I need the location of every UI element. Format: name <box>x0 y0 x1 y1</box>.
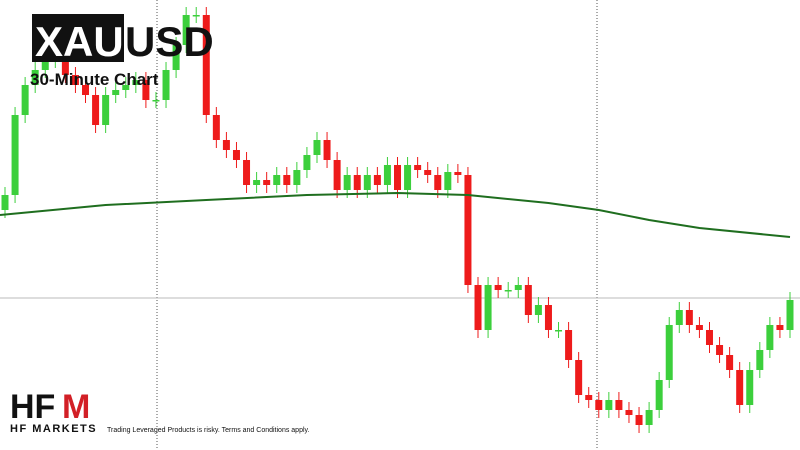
candle-body <box>756 350 764 370</box>
candle-body <box>705 330 713 345</box>
candle-body <box>243 160 251 185</box>
candle-body <box>766 325 774 350</box>
candle-body <box>192 15 200 17</box>
candle-body <box>323 140 331 160</box>
candle-body <box>142 80 150 100</box>
candle-body <box>635 415 643 425</box>
candle-body <box>112 90 120 95</box>
candle-body <box>484 285 492 330</box>
candle-body <box>293 170 301 185</box>
candle-body <box>394 165 401 190</box>
subtitle: 30-Minute Chart <box>30 70 159 89</box>
candle-body <box>444 172 452 190</box>
candle-body <box>212 115 220 140</box>
candle-body <box>1 195 9 210</box>
candle-body <box>434 175 442 190</box>
candle-body <box>343 175 351 190</box>
title-quote: USD <box>125 18 214 65</box>
logo-hf: HF <box>10 388 55 426</box>
disclaimer: Trading Leveraged Products is risky. Ter… <box>107 427 310 434</box>
candle-body <box>726 355 734 370</box>
candle-body <box>605 400 613 410</box>
candle-body <box>555 330 563 332</box>
candle-body <box>92 95 100 125</box>
candle-body <box>182 15 190 45</box>
candle-body <box>615 400 623 410</box>
candle-body <box>102 95 110 125</box>
candle-body <box>333 160 341 190</box>
candle-body <box>494 285 502 290</box>
candle-body <box>716 345 724 355</box>
candle-body <box>786 300 794 330</box>
candle-body <box>152 100 160 102</box>
candle-body <box>625 410 633 415</box>
candle-body <box>504 290 512 292</box>
moving-average <box>0 191 791 238</box>
candle-body <box>71 75 79 85</box>
brand-name: HF MARKETS <box>10 423 97 435</box>
candle-body <box>424 170 432 175</box>
candle-body <box>263 180 271 185</box>
title-box <box>32 14 124 62</box>
candle-body <box>685 310 693 325</box>
candle-body <box>464 175 472 285</box>
candle-body <box>363 175 371 190</box>
candle-body <box>31 70 39 85</box>
candle-body <box>313 140 321 155</box>
candle-body <box>373 175 381 185</box>
candle-body <box>534 305 542 315</box>
title-base: XAU <box>35 18 124 65</box>
candle-body <box>21 85 29 115</box>
candle-body <box>565 330 573 360</box>
candle-body <box>746 370 754 405</box>
candle-body <box>122 85 130 90</box>
candle-body <box>82 85 90 95</box>
candle-body <box>585 395 593 400</box>
candle-body <box>253 180 261 185</box>
candle-body <box>655 380 663 410</box>
candle-body <box>776 325 784 330</box>
candle-body <box>172 45 180 70</box>
logo-m: M <box>62 388 90 426</box>
candle-body <box>404 165 412 190</box>
candle-body <box>575 360 583 395</box>
candle-body <box>303 155 311 170</box>
candle-body <box>524 285 532 315</box>
candle-body <box>11 115 19 195</box>
candle-body <box>202 15 210 115</box>
candle-body <box>162 70 170 100</box>
candle-body <box>353 175 361 190</box>
candle-body <box>474 285 482 330</box>
candle-body <box>41 60 49 70</box>
candle-body <box>736 370 744 405</box>
candle-body <box>414 165 422 170</box>
candle-body <box>665 325 673 380</box>
candle-body <box>695 325 703 330</box>
candle-body <box>675 310 683 325</box>
candle-body <box>595 400 603 410</box>
candle-body <box>454 172 462 175</box>
candle-body <box>273 175 281 185</box>
candle-body <box>544 305 552 330</box>
candle-body <box>645 410 653 425</box>
candle-body <box>514 285 522 290</box>
candle-body <box>283 175 291 185</box>
candle-body <box>232 150 240 160</box>
candle-body <box>222 140 230 150</box>
candle-body <box>132 80 140 85</box>
candle-body <box>383 165 391 185</box>
